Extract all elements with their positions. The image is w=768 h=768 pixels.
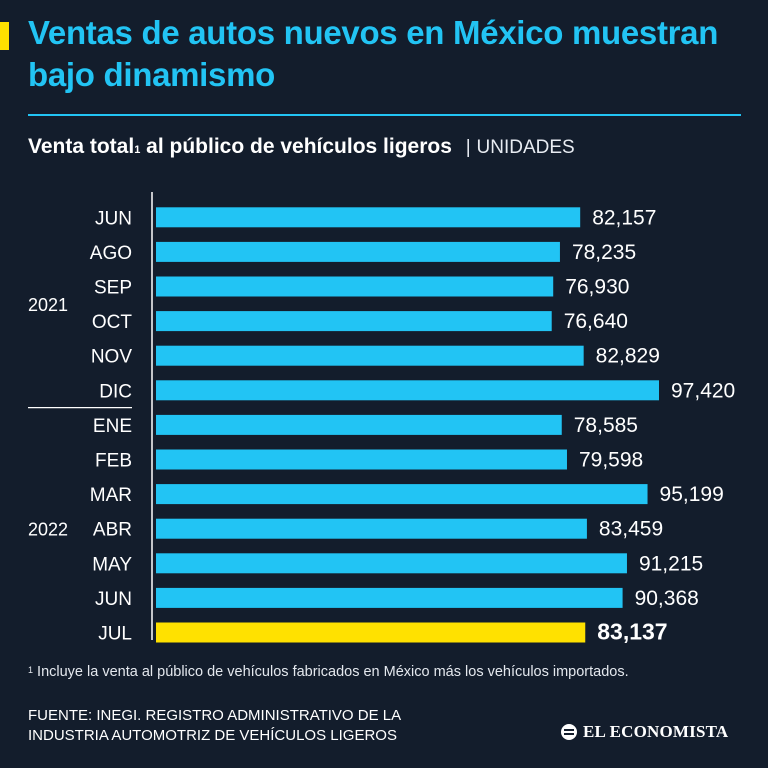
group-label-2021: 2021 <box>28 295 68 315</box>
source-line-1: FUENTE: INEGI. REGISTRO ADMINISTRATIVO D… <box>28 707 402 724</box>
value-label: 82,829 <box>596 345 660 368</box>
value-label: 76,640 <box>564 310 628 333</box>
category-label: AGO <box>90 243 132 264</box>
footnote: 1 Incluye la venta al público de vehícul… <box>28 664 629 680</box>
subtitle-rest: al público de vehículos ligeros <box>140 135 452 158</box>
title-divider <box>28 114 741 116</box>
logo-mark-icon <box>561 724 577 740</box>
subtitle-unit: UNIDADES <box>476 137 575 158</box>
footnote-text: Incluye la venta al público de vehículos… <box>33 664 629 680</box>
category-label: MAR <box>90 485 132 506</box>
bar-jun-11 <box>156 587 623 608</box>
category-label: FEB <box>95 451 132 472</box>
category-label: JUN <box>95 208 132 229</box>
title-accent-bar <box>0 22 9 50</box>
bar-abr-9 <box>156 518 587 539</box>
category-label: NOV <box>91 347 133 368</box>
category-label: SEP <box>94 278 132 299</box>
value-label: 90,368 <box>635 587 699 610</box>
category-label: JUN <box>95 589 132 610</box>
bar-jul-12 <box>156 622 586 643</box>
publisher-logo: EL ECONOMISTA <box>561 722 728 742</box>
category-label: JUL <box>98 624 132 645</box>
bar-ene-6 <box>156 414 562 435</box>
value-label: 78,585 <box>574 414 638 437</box>
value-label: 97,420 <box>671 379 735 402</box>
value-label: 83,459 <box>599 518 663 541</box>
group-label-2022: 2022 <box>28 520 68 540</box>
chart-subtitle: Venta total1 al público de vehículos lig… <box>28 133 575 162</box>
value-label: 95,199 <box>660 483 724 506</box>
category-label: DIC <box>99 381 132 402</box>
bar-sep-2 <box>156 276 554 297</box>
footnote-mark: 1 <box>28 665 34 675</box>
bar-ago-1 <box>156 241 560 262</box>
bar-feb-7 <box>156 449 567 470</box>
value-label: 91,215 <box>639 552 703 575</box>
bar-may-10 <box>156 553 627 574</box>
value-label: 79,598 <box>579 449 643 472</box>
subtitle-footnote-mark: 1 <box>134 144 141 156</box>
subtitle-main: Venta total <box>28 135 135 158</box>
subtitle-separator: | <box>465 137 471 158</box>
category-label: ABR <box>93 520 132 541</box>
bar-mar-8 <box>156 484 648 505</box>
value-label: 76,930 <box>565 276 629 299</box>
bar-nov-4 <box>156 345 584 366</box>
bar-dic-5 <box>156 380 659 401</box>
value-label: 82,157 <box>592 206 656 229</box>
source-credit: FUENTE: INEGI. REGISTRO ADMINISTRATIVO D… <box>28 706 498 746</box>
page-title: Ventas de autos nuevos en México muestra… <box>28 14 719 93</box>
value-label: 78,235 <box>572 241 636 264</box>
bar-jun-0 <box>156 207 581 228</box>
category-label: MAY <box>92 554 132 575</box>
value-label: 83,137 <box>597 619 667 645</box>
source-line-2: INDUSTRIA AUTOMOTRIZ DE VEHÍCULOS LIGERO… <box>28 727 397 744</box>
category-label: OCT <box>92 312 133 333</box>
logo-text: EL ECONOMISTA <box>583 722 729 741</box>
bar-oct-3 <box>156 311 552 332</box>
category-label: ENE <box>93 416 132 437</box>
